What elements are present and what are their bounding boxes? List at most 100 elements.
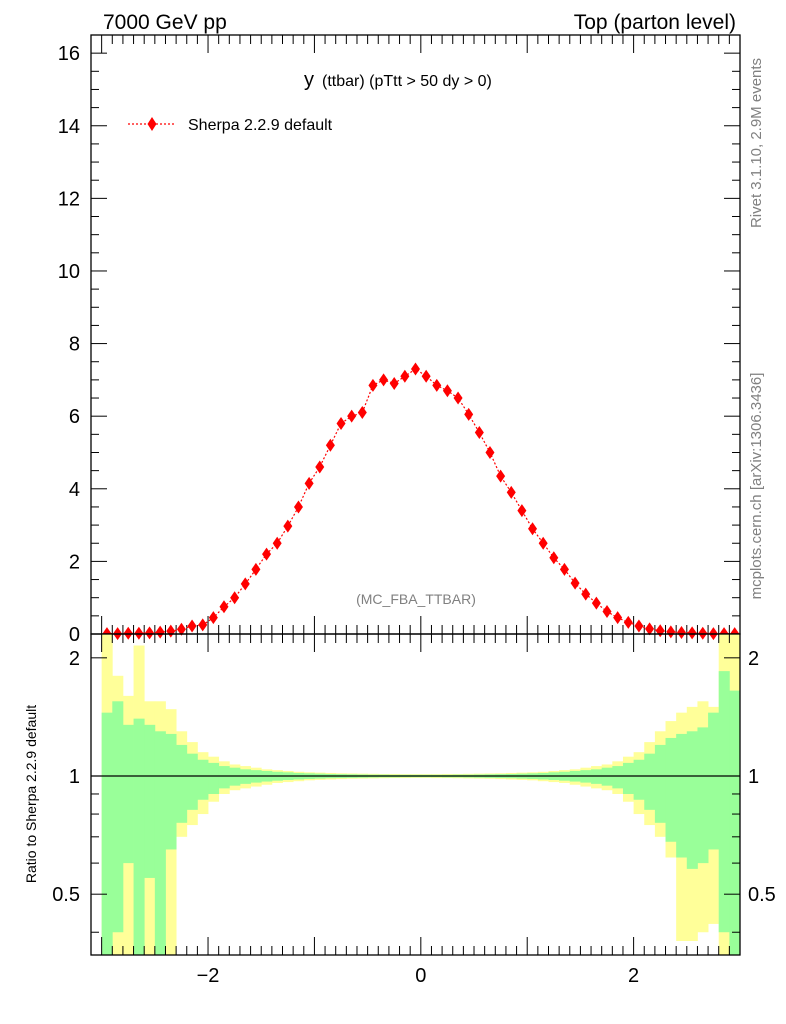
- data-point: [538, 536, 548, 550]
- data-point: [474, 426, 484, 440]
- data-point: [655, 624, 665, 638]
- x-tick-label: −2: [197, 965, 220, 987]
- ratio-bands: [101, 634, 741, 955]
- green-band-bin: [133, 718, 145, 955]
- green-band-bin: [633, 759, 645, 800]
- title-rest: (ttbar) (pTtt > 50 dy > 0): [322, 73, 492, 90]
- data-point: [411, 362, 420, 376]
- data-point: [442, 384, 452, 398]
- y-tick-label: 10: [58, 261, 80, 283]
- series-line: [107, 368, 735, 635]
- ratio-y-tick-label-right: 1: [748, 766, 759, 788]
- data-point: [357, 406, 367, 420]
- title-main: y: [304, 69, 314, 91]
- y-tick-label: 0: [69, 624, 80, 646]
- ratio-y-tick-label: 2: [69, 648, 80, 670]
- data-point: [676, 626, 686, 640]
- green-band-bin: [686, 731, 698, 869]
- main-axis-ticks: 0 2 4 6 8 10 12 14 16: [58, 34, 741, 646]
- green-band-bin: [654, 744, 666, 823]
- data-point: [198, 618, 208, 632]
- data-point: [293, 500, 303, 514]
- data-point: [698, 626, 708, 640]
- data-point: [645, 622, 655, 636]
- data-point: [570, 576, 580, 590]
- data-point: [379, 373, 389, 387]
- y-tick-label: 16: [58, 43, 80, 65]
- data-point: [176, 622, 186, 636]
- data-point: [591, 596, 601, 610]
- data-point: [666, 625, 676, 639]
- legend-label: Sherpa 2.2.9 default: [188, 117, 333, 134]
- main-series-line: [107, 368, 735, 635]
- data-point: [262, 547, 272, 561]
- data-point: [687, 626, 697, 640]
- data-point: [581, 587, 591, 601]
- data-point: [166, 624, 176, 638]
- legend-marker: [147, 117, 157, 131]
- data-point: [559, 562, 569, 576]
- green-band-bin: [697, 727, 709, 864]
- green-band-bin: [601, 767, 613, 786]
- data-point: [602, 604, 612, 618]
- data-point: [400, 369, 410, 383]
- green-band-bin: [186, 753, 198, 810]
- green-band-bin: [729, 690, 741, 955]
- data-point: [123, 626, 133, 640]
- y-tick-label: 4: [69, 479, 80, 501]
- y-tick-label: 2: [69, 551, 80, 573]
- ratio-axis-ticks: 0.5 0.5 1 1 2 2 −2 0 2: [52, 634, 776, 987]
- data-point: [506, 485, 516, 499]
- green-band-bin: [208, 762, 220, 794]
- data-point: [230, 591, 240, 605]
- data-point: [134, 626, 144, 640]
- x-tick-label: 0: [415, 965, 426, 987]
- green-band-bin: [122, 724, 134, 864]
- header-right: Top (parton level): [574, 11, 736, 34]
- main-series-markers: [102, 362, 740, 641]
- data-point: [240, 577, 250, 591]
- data-point: [272, 536, 282, 550]
- data-point: [315, 460, 325, 474]
- data-point: [368, 378, 378, 392]
- ratio-y-axis-label: Ratio to Sherpa 2.2.9 default: [23, 705, 39, 883]
- ratio-panel: 0.5 0.5 1 1 2 2 −2 0 2: [52, 633, 776, 987]
- green-band-bin: [229, 767, 241, 786]
- green-band-bin: [165, 733, 177, 850]
- data-point: [517, 504, 527, 518]
- watermark: (MC_FBA_TTBAR): [356, 591, 476, 607]
- green-band-bin: [644, 753, 656, 810]
- data-point: [453, 391, 463, 405]
- green-band-bin: [622, 762, 635, 794]
- data-point: [485, 445, 495, 459]
- data-point: [613, 611, 623, 625]
- data-point: [389, 377, 399, 391]
- y-tick-label: 8: [69, 334, 80, 356]
- data-point: [219, 600, 229, 614]
- rivet-version-label: Rivet 3.1.10, 2.9M events: [748, 58, 765, 228]
- ratio-y-tick-label-right: 0.5: [748, 884, 776, 906]
- green-band-bin: [154, 731, 166, 955]
- data-point: [623, 615, 633, 629]
- green-band-bin: [612, 766, 624, 789]
- y-tick-label: 12: [58, 188, 80, 210]
- data-point: [304, 476, 314, 490]
- green-band-bin: [718, 671, 730, 933]
- green-band-bin: [676, 733, 688, 858]
- ratio-y-tick-label: 1: [69, 766, 80, 788]
- data-point: [634, 619, 644, 633]
- data-point: [155, 625, 165, 639]
- ratio-frame: [90, 633, 741, 956]
- data-point: [336, 416, 346, 430]
- data-point: [549, 551, 559, 565]
- legend: Sherpa 2.2.9 default: [128, 117, 333, 134]
- header-left: 7000 GeV pp: [103, 11, 227, 34]
- green-band-bin: [708, 712, 720, 850]
- data-point: [283, 519, 293, 533]
- ratio-y-tick-label: 0.5: [52, 884, 80, 906]
- data-point: [145, 626, 155, 640]
- data-point: [187, 619, 197, 633]
- data-point: [251, 562, 261, 576]
- data-point: [528, 522, 538, 536]
